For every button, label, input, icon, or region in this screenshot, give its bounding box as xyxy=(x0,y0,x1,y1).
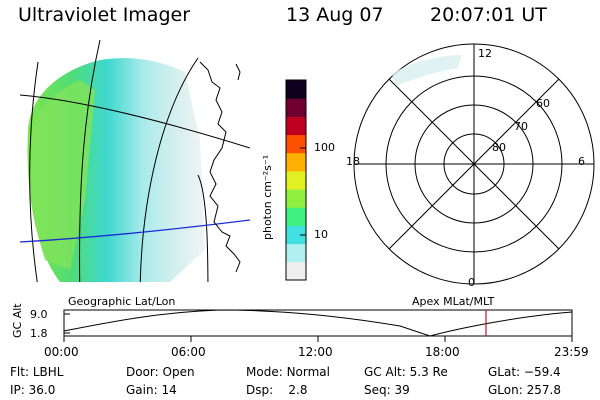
date-label: 13 Aug 07 xyxy=(286,4,384,26)
colorbar-label-10: 10 xyxy=(314,228,328,241)
xtick-0600: 06:00 xyxy=(171,345,206,359)
colorbar-segment xyxy=(286,116,306,136)
terminator-line xyxy=(19,219,250,243)
altitude-curve xyxy=(63,309,573,337)
polar-aurora-fringe xyxy=(392,55,462,86)
colorbar-segment xyxy=(286,225,306,245)
door-field: Door: Open xyxy=(126,365,195,379)
colorbar-segment xyxy=(286,261,306,281)
mlt-label-6: 6 xyxy=(578,155,585,168)
xtick-1800: 18:00 xyxy=(425,345,460,359)
colorbar-frame xyxy=(285,79,307,281)
mlat-label-70: 70 xyxy=(514,120,528,133)
dsp-field: Dsp: 2.8 xyxy=(246,383,308,397)
aurora-core xyxy=(29,80,96,270)
colorbar xyxy=(286,80,306,281)
instrument-title: Ultraviolet Imager xyxy=(18,4,191,26)
xtick-0000: 00:00 xyxy=(44,345,79,359)
colorbar-segment xyxy=(286,98,306,117)
xticks xyxy=(63,336,573,342)
altitude-plot-frame xyxy=(63,309,573,337)
altitude-ytick-top: 9.0 xyxy=(30,308,48,321)
colorbar-segment xyxy=(286,80,306,99)
glon-field: GLon: 257.8 xyxy=(488,383,561,397)
colorbar-unit-label: photon cm⁻²s⁻¹ xyxy=(261,154,274,240)
mlt-label-18: 18 xyxy=(346,155,360,168)
colorbar-segment xyxy=(286,189,306,208)
altitude-axis-title: GC Alt xyxy=(11,303,24,338)
xtick-2359: 23:59 xyxy=(554,345,589,359)
lat-lon-grid xyxy=(19,40,250,282)
time-label: 20:07:01 UT xyxy=(430,4,547,26)
mlat-label-80: 80 xyxy=(492,141,506,154)
ip-field: IP: 36.0 xyxy=(10,383,56,397)
polar-panel-title: Apex MLat/MLT xyxy=(412,295,495,308)
gc-alt-field: GC Alt: 5.3 Re xyxy=(364,365,448,379)
geographic-image-panel xyxy=(19,40,250,282)
coastline-island xyxy=(235,63,241,81)
colorbar-segment xyxy=(286,170,306,190)
altitude-ytick-bottom: 1.8 xyxy=(30,327,48,340)
mlt-label-12: 12 xyxy=(478,47,492,60)
colorbar-label-100: 100 xyxy=(314,141,335,154)
glat-field: GLat: −59.4 xyxy=(488,365,561,379)
colorbar-segment xyxy=(286,207,306,226)
colorbar-segment xyxy=(286,152,306,172)
mlt-label-0: 0 xyxy=(468,276,475,289)
xtick-1200: 12:00 xyxy=(298,345,333,359)
coastline xyxy=(199,61,241,273)
seq-field: Seq: 39 xyxy=(364,383,410,397)
geo-panel-title: Geographic Lat/Lon xyxy=(68,295,176,308)
mode-field: Mode: Normal xyxy=(246,365,330,379)
gain-field: Gain: 14 xyxy=(126,383,177,397)
colorbar-segment xyxy=(286,243,306,263)
colorbar-segment xyxy=(286,134,306,154)
flt-field: Flt: LBHL xyxy=(10,365,64,379)
polar-plot xyxy=(353,43,595,285)
mlat-label-60: 60 xyxy=(536,97,550,110)
